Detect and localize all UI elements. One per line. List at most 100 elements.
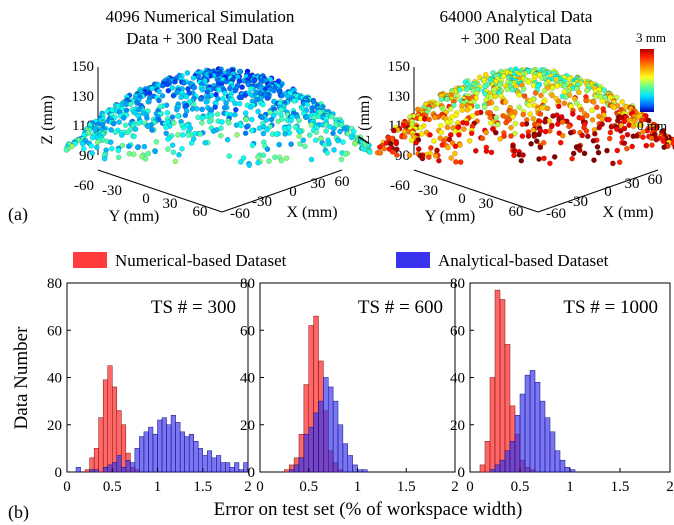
scatter-point <box>437 135 444 141</box>
scatter-point <box>608 124 615 130</box>
scatter-point <box>134 100 140 106</box>
scatter-point <box>174 113 181 119</box>
scatter3d-left: 4096 Numerical Simulation Data + 300 Rea… <box>39 7 373 225</box>
scatter-point <box>268 116 275 123</box>
scatter-point <box>536 156 542 162</box>
x-axis-label: X (mm) <box>602 204 653 221</box>
bar-analytical <box>193 441 199 473</box>
bar-numerical <box>84 469 90 473</box>
scatter-point <box>215 95 221 102</box>
bar-analytical <box>569 469 576 473</box>
scatter-point <box>178 94 184 101</box>
bar-analytical <box>519 393 526 473</box>
bar-analytical <box>293 464 300 473</box>
scatter-point <box>330 130 336 137</box>
scatter-point <box>296 133 303 139</box>
scatter-point <box>591 157 597 163</box>
bar-numerical <box>489 377 496 473</box>
scatter-point <box>431 114 438 121</box>
scatter-point <box>400 122 407 128</box>
scatter-point <box>264 95 271 101</box>
y-axis-line <box>97 169 223 213</box>
x-tick-label: -60 <box>546 206 566 222</box>
legend: Numerical-based Dataset Analytical-based… <box>73 251 609 270</box>
sample-size-annotation: TS # = 1000 <box>563 297 658 318</box>
scatter-point <box>237 159 244 165</box>
scatter-point <box>119 132 125 138</box>
scatter-point <box>159 82 166 89</box>
bar-analytical <box>148 426 154 473</box>
legend-label-analytical: Analytical-based Dataset <box>438 251 609 270</box>
scatter-point <box>606 116 612 123</box>
bar-analytical <box>342 443 348 473</box>
x-tick-label: 0.5 <box>103 479 122 495</box>
x-axis-line <box>221 169 343 213</box>
scatter-point <box>521 93 528 99</box>
scatter-point <box>616 159 623 165</box>
scatter-point <box>426 116 432 123</box>
y-tick-label: 30 <box>163 196 178 212</box>
bar-analytical <box>143 431 149 473</box>
scatter-point <box>611 104 617 111</box>
scatter-point <box>549 92 555 99</box>
scatter-point <box>341 125 348 132</box>
y-tick-label: 30 <box>479 196 494 212</box>
x-tick-label: 1 <box>154 479 162 495</box>
bar-analytical <box>89 469 95 473</box>
bar-analytical <box>75 467 81 473</box>
scatter-point <box>553 76 560 82</box>
bar-numerical <box>284 469 290 473</box>
scatter-point <box>163 130 169 137</box>
scatter-point <box>544 105 551 112</box>
bar-analytical <box>197 448 204 473</box>
scatter-point <box>617 128 624 134</box>
bar-analytical <box>357 469 363 473</box>
scatter-point <box>79 140 86 147</box>
scatter-point <box>144 115 150 121</box>
bar-analytical <box>564 467 571 473</box>
scatter-point <box>500 73 507 80</box>
scatter-point <box>511 147 518 154</box>
y-tick-label: -30 <box>102 183 122 199</box>
scatter-point <box>165 146 171 152</box>
scatter-point <box>297 141 303 147</box>
scatter-point <box>331 125 337 132</box>
bar-numerical <box>107 365 113 473</box>
scatter-point <box>176 151 182 158</box>
sample-size-annotation: TS # = 300 <box>151 297 236 318</box>
bar-numerical <box>499 299 506 473</box>
z-tick-label: 150 <box>388 59 411 75</box>
scatter-point <box>206 118 213 125</box>
scatter-point <box>595 149 602 156</box>
scatter-left-title-line2: Data + 300 Real Data <box>126 29 274 48</box>
scatter3d-right: 64000 Analytical Data + 300 Real Data 15… <box>356 7 674 225</box>
scatter-point <box>474 103 481 110</box>
bar-analytical <box>298 457 305 473</box>
scatter-point <box>495 121 501 128</box>
x-tick-label: -30 <box>568 194 588 210</box>
bar-numerical <box>494 289 501 473</box>
scatter-point <box>292 124 299 130</box>
scatter-point <box>548 123 555 130</box>
scatter-point <box>438 129 445 136</box>
scatter-point <box>256 125 263 131</box>
y-tick-label: -60 <box>390 178 410 194</box>
scatter-point <box>463 86 470 93</box>
bar-analytical <box>184 436 190 473</box>
scatter-point <box>135 120 142 126</box>
colorbar-min-label: 0 mm <box>637 118 667 133</box>
scatter-point <box>199 120 205 126</box>
scatter-point <box>222 90 228 97</box>
scatter-point <box>538 92 544 99</box>
scatter-point <box>152 148 159 155</box>
bar-analytical <box>112 462 118 473</box>
legend-swatch-numerical <box>73 252 107 268</box>
scatter-point <box>236 78 243 84</box>
scatter-point <box>210 128 217 134</box>
histogram-x-axis-label: Error on test set (% of workspace width) <box>214 499 523 520</box>
scatter-point <box>236 100 243 107</box>
scatter-point <box>190 75 197 81</box>
y-tick-label: 0 <box>458 191 466 207</box>
bar-numerical <box>479 464 486 473</box>
